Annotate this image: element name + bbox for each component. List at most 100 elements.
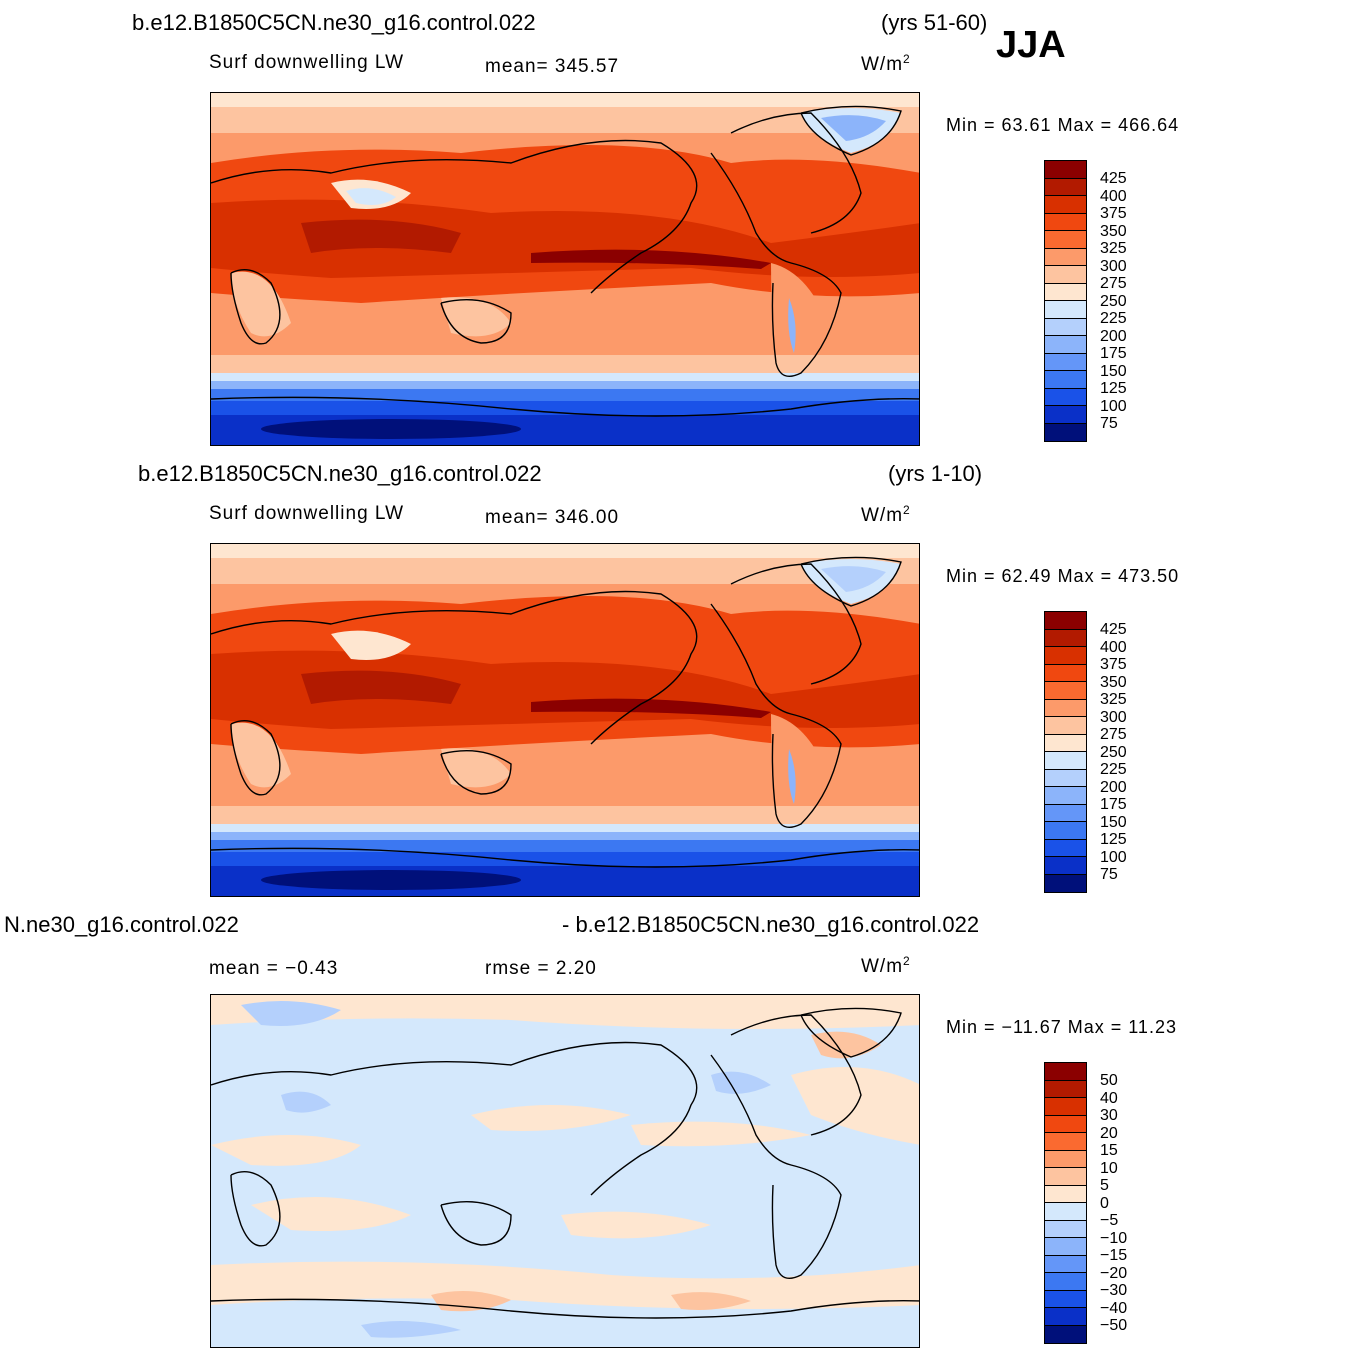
colorbar-swatch bbox=[1045, 1308, 1086, 1326]
colorbar-swatch bbox=[1045, 612, 1086, 630]
colorbar-label: 375 bbox=[1100, 656, 1127, 673]
colorbar-swatch bbox=[1045, 231, 1086, 249]
colorbar-label: 300 bbox=[1100, 708, 1127, 726]
panel2-mean: mean= 346.00 bbox=[485, 507, 620, 528]
colorbar-label: 225 bbox=[1100, 310, 1127, 327]
colorbar-label: 200 bbox=[1100, 327, 1127, 345]
panel3-colorbar-labels: 50 40 30 20 15 10 5 0 −5 −10 −15 −20 −30 −40 −50 bbox=[1100, 1072, 1127, 1335]
colorbar-swatch bbox=[1045, 822, 1086, 840]
colorbar-swatch bbox=[1045, 336, 1086, 354]
colorbar-swatch bbox=[1045, 1220, 1086, 1238]
colorbar-label: 425 bbox=[1100, 170, 1127, 187]
colorbar-swatch bbox=[1045, 213, 1086, 231]
colorbar-swatch bbox=[1045, 161, 1086, 179]
colorbar-swatch bbox=[1045, 1325, 1086, 1343]
season-label: JJA bbox=[996, 24, 1066, 66]
panel3-case-left: N.ne30_g16.control.022 bbox=[4, 912, 239, 937]
colorbar-label: 40 bbox=[1100, 1089, 1118, 1107]
panel1-variable: Surf downwelling LW bbox=[209, 52, 405, 73]
colorbar-swatch bbox=[1045, 1098, 1086, 1116]
colorbar-label: 275 bbox=[1100, 275, 1127, 292]
panel1-years: (yrs 51-60) bbox=[881, 10, 988, 35]
colorbar-label: 0 bbox=[1100, 1194, 1109, 1212]
panel1-mean: mean= 345.57 bbox=[485, 56, 620, 77]
panel3-case-right: - b.e12.B1850C5CN.ne30_g16.control.022 bbox=[562, 912, 980, 937]
colorbar-swatch bbox=[1045, 1150, 1086, 1168]
colorbar-swatch bbox=[1045, 196, 1086, 214]
colorbar-label: 350 bbox=[1100, 222, 1127, 240]
panel1-colorbar-labels: 425 400 375 350 325 300 275 250 225 200 175 150 125 1… bbox=[1100, 170, 1127, 433]
colorbar-label: 5 bbox=[1100, 1177, 1109, 1194]
colorbar-swatch bbox=[1045, 1203, 1086, 1221]
colorbar-label: −10 bbox=[1100, 1229, 1128, 1247]
colorbar-label: 125 bbox=[1100, 380, 1127, 397]
colorbar-label: 100 bbox=[1100, 848, 1127, 866]
colorbar-swatch bbox=[1045, 178, 1086, 196]
colorbar-label: −40 bbox=[1100, 1299, 1128, 1317]
colorbar-label: 325 bbox=[1100, 240, 1127, 257]
panel3-rmse: rmse = 2.20 bbox=[485, 958, 597, 979]
colorbar-swatch bbox=[1045, 874, 1086, 892]
panel3-colorbar bbox=[1044, 1062, 1087, 1344]
panel2-variable: Surf downwelling LW bbox=[209, 503, 405, 524]
colorbar-swatch bbox=[1045, 1185, 1086, 1203]
panel2-years: (yrs 1-10) bbox=[888, 461, 983, 486]
panel3-map bbox=[210, 994, 920, 1348]
colorbar-label: 250 bbox=[1100, 743, 1127, 761]
panel3-minmax: Min = −11.67 Max = 11.23 bbox=[946, 1017, 1177, 1037]
colorbar-swatch bbox=[1045, 1080, 1086, 1098]
colorbar-swatch bbox=[1045, 301, 1086, 319]
colorbar-swatch bbox=[1045, 1133, 1086, 1151]
colorbar-label: 425 bbox=[1100, 621, 1127, 638]
panel2-map bbox=[210, 543, 920, 897]
colorbar-swatch bbox=[1045, 629, 1086, 647]
colorbar-label: −20 bbox=[1100, 1264, 1128, 1282]
colorbar-label: 15 bbox=[1100, 1142, 1118, 1159]
panel3-mean: mean = −0.43 bbox=[209, 958, 339, 979]
panel2-units: W/m2 bbox=[861, 503, 911, 526]
colorbar-label: −15 bbox=[1100, 1247, 1128, 1264]
colorbar-swatch bbox=[1045, 353, 1086, 371]
colorbar-swatch bbox=[1045, 752, 1086, 770]
colorbar-label: 75 bbox=[1100, 866, 1118, 883]
colorbar-swatch bbox=[1045, 857, 1086, 875]
colorbar-swatch bbox=[1045, 839, 1086, 857]
colorbar-label: 300 bbox=[1100, 257, 1127, 275]
colorbar-label: 125 bbox=[1100, 831, 1127, 848]
colorbar-label: 30 bbox=[1100, 1107, 1118, 1124]
colorbar-label: 50 bbox=[1100, 1072, 1118, 1089]
colorbar-label: 225 bbox=[1100, 761, 1127, 778]
colorbar-swatch bbox=[1045, 664, 1086, 682]
colorbar-swatch bbox=[1045, 769, 1086, 787]
colorbar-swatch bbox=[1045, 248, 1086, 266]
colorbar-swatch bbox=[1045, 318, 1086, 336]
panel1-colorbar bbox=[1044, 160, 1087, 442]
panel2-minmax: Min = 62.49 Max = 473.50 bbox=[946, 566, 1180, 586]
colorbar-swatch bbox=[1045, 787, 1086, 805]
colorbar-label: 325 bbox=[1100, 691, 1127, 708]
colorbar-swatch bbox=[1045, 371, 1086, 389]
colorbar-label: 400 bbox=[1100, 187, 1127, 205]
colorbar-label: 150 bbox=[1100, 362, 1127, 380]
colorbar-label: −5 bbox=[1100, 1212, 1119, 1229]
colorbar-swatch bbox=[1045, 804, 1086, 822]
colorbar-swatch bbox=[1045, 266, 1086, 284]
panel1-minmax: Min = 63.61 Max = 466.64 bbox=[946, 115, 1180, 135]
colorbar-swatch bbox=[1045, 734, 1086, 752]
colorbar-label: 75 bbox=[1100, 415, 1118, 432]
colorbar-label: 150 bbox=[1100, 813, 1127, 831]
colorbar-label: −30 bbox=[1100, 1282, 1128, 1299]
colorbar-label: 100 bbox=[1100, 397, 1127, 415]
colorbar-swatch bbox=[1045, 1273, 1086, 1291]
colorbar-label: −50 bbox=[1100, 1317, 1128, 1334]
panel1-case-title: b.e12.B1850C5CN.ne30_g16.control.022 bbox=[132, 10, 536, 35]
colorbar-label: 10 bbox=[1100, 1159, 1118, 1177]
colorbar-swatch bbox=[1045, 699, 1086, 717]
panel1-units: W/m2 bbox=[861, 52, 911, 75]
colorbar-swatch bbox=[1045, 283, 1086, 301]
colorbar-swatch bbox=[1045, 1255, 1086, 1273]
colorbar-swatch bbox=[1045, 1063, 1086, 1081]
colorbar-label: 400 bbox=[1100, 638, 1127, 656]
colorbar-swatch bbox=[1045, 388, 1086, 406]
colorbar-swatch bbox=[1045, 423, 1086, 441]
